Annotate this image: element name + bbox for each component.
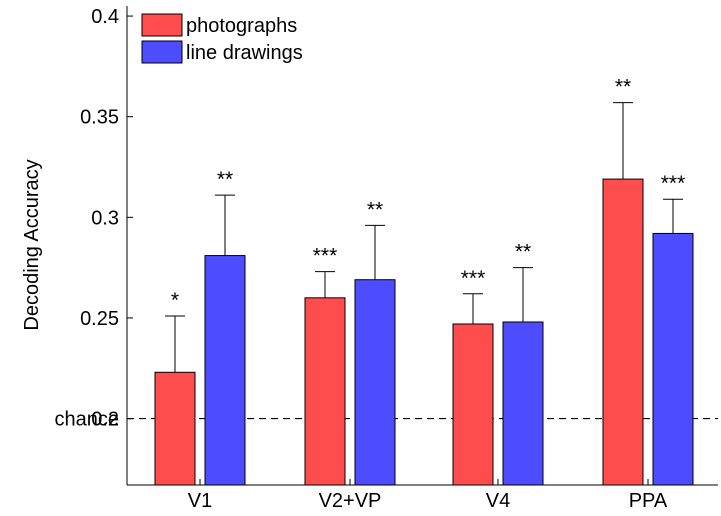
significance-label: *: [171, 289, 179, 312]
x-tick-label: PPA: [629, 490, 668, 512]
bar-photographs-v2-vp: [304, 297, 346, 486]
bar-line-drawings-v1: [204, 255, 246, 486]
significance-label: ***: [661, 172, 686, 195]
significance-label: ***: [461, 267, 486, 290]
bar-photographs-ppa: [602, 178, 644, 486]
y-tick-label: 0.3: [91, 207, 119, 229]
chance-label: chance: [55, 409, 120, 431]
legend-label-photographs: photographs: [186, 15, 297, 37]
bar-line-drawings-ppa: [652, 232, 694, 486]
y-tick-label: 0.25: [80, 308, 119, 330]
plot-area: [127, 102, 718, 486]
legend: photographs line drawings: [141, 13, 303, 64]
x-tick-label: V2+VP: [319, 490, 382, 512]
significance-label: **: [515, 241, 531, 264]
x-tick-label: V4: [486, 490, 510, 512]
bar-photographs-v1: [154, 371, 196, 486]
bar-photographs-v4: [452, 323, 494, 486]
significance-label: ***: [313, 245, 338, 268]
bar-line-drawings-v2-vp: [354, 279, 396, 486]
x-tick-label: V1: [188, 490, 212, 512]
axes: [126, 6, 718, 486]
y-tick-label: 0.2: [91, 409, 119, 431]
legend-swatch-photographs: [141, 13, 183, 37]
labels: ******************0.20.250.30.350.4chanc…: [21, 6, 685, 512]
y-tick-label: 0.35: [80, 107, 119, 129]
significance-label: **: [615, 76, 631, 99]
y-axis-label: Decoding Accuracy: [21, 159, 43, 330]
significance-label: **: [217, 168, 233, 191]
significance-label: **: [367, 198, 383, 221]
bar-line-drawings-v4: [502, 321, 544, 486]
legend-label-line-drawings: line drawings: [186, 42, 303, 64]
y-tick-label: 0.4: [91, 6, 119, 28]
legend-swatch-line-drawings: [141, 40, 183, 64]
